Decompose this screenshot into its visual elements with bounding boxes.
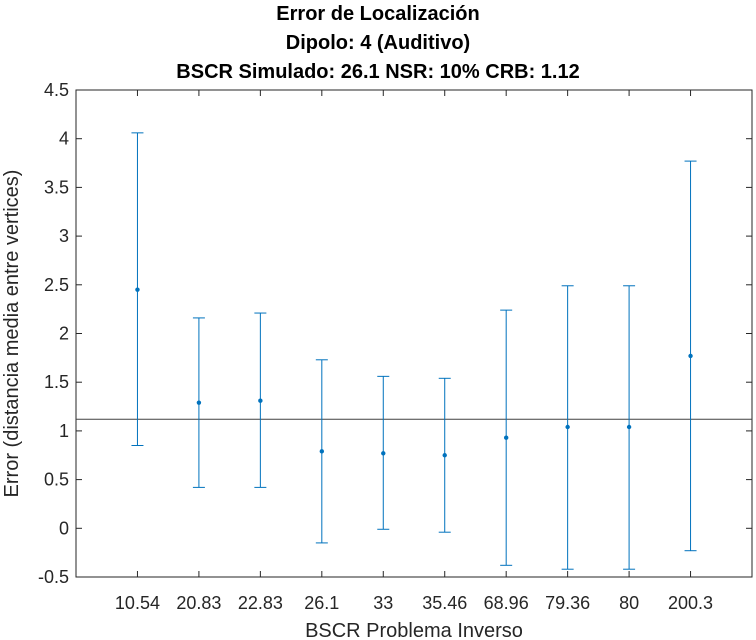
y-axis-label: Error (distancia media entre vertices)	[1, 170, 23, 498]
chart-subtitle-dipole: Dipolo: 4 (Auditivo)	[285, 32, 471, 54]
x-tick-label: 80	[619, 593, 639, 613]
x-tick-label: 22.83	[238, 593, 283, 613]
data-point	[442, 453, 447, 458]
chart-subtitle-params: BSCR Simulado: 26.1 NSR: 10% CRB: 1.12	[176, 61, 580, 83]
y-tick-label: 2	[59, 324, 69, 344]
y-tick-label: 4	[59, 129, 69, 149]
data-point	[626, 424, 632, 430]
x-tick-label: 79.36	[545, 593, 590, 613]
y-tick-label: 1	[59, 421, 69, 441]
x-tick-label: 26.1	[304, 593, 339, 613]
y-tick-label: 0.5	[44, 470, 69, 490]
chart-title: Error de Localización	[276, 3, 480, 25]
x-axis-label: BSCR Problema Inverso	[305, 620, 523, 640]
plot-area-frame	[75, 89, 753, 578]
y-tick-label: 0	[59, 518, 69, 538]
data-point	[688, 353, 693, 359]
y-tick-label: -0.5	[38, 567, 69, 587]
x-tick-label: 20.83	[176, 593, 221, 613]
data-point	[565, 424, 570, 430]
y-tick-label: 3	[59, 226, 69, 246]
y-tick-label: 4.5	[44, 80, 69, 100]
x-tick-label: 33	[373, 593, 393, 613]
x-tick-label: 200.3	[668, 593, 713, 613]
data-point	[135, 287, 140, 292]
y-tick-label: 3.5	[44, 177, 69, 197]
y-tick-label: 1.5	[44, 372, 69, 392]
data-point	[381, 451, 386, 456]
data-point	[258, 398, 263, 403]
y-tick-label: 2.5	[44, 275, 69, 295]
x-tick-label: 68.96	[484, 593, 529, 613]
data-point	[503, 435, 509, 440]
data-point	[319, 449, 325, 454]
x-tick-label: 10.54	[115, 593, 160, 613]
data-point	[196, 400, 202, 405]
x-tick-label: 35.46	[422, 593, 467, 613]
